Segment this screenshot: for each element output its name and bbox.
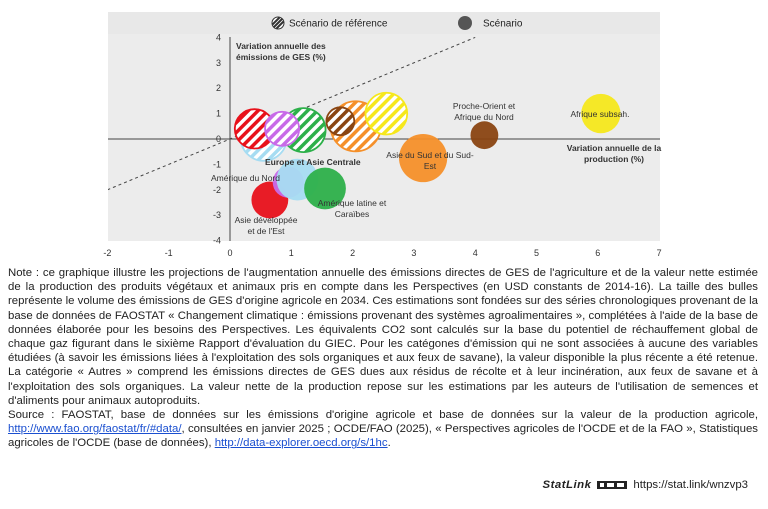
x-tick-label: 4 xyxy=(473,248,478,258)
statlink-brand: StatLink xyxy=(542,479,592,491)
chart-labels: -2 -1 0 1 2 3 4 5 6 7 4 3 2 1 0 -1 -2 -3 -4 Europe et Asie … xyxy=(103,32,661,258)
bubble-reference-afrique-subsah xyxy=(364,91,409,136)
y-tick-label: -1 xyxy=(213,159,221,169)
chart-svg: Scénario de référence Scénario -2 -1 0 1 2 3 4… xyxy=(103,12,662,258)
y-tick-label: 0 xyxy=(216,134,221,144)
y-tick-label: -4 xyxy=(213,236,221,246)
x-tick-label: 6 xyxy=(595,248,600,258)
bubble-reference-proche-orient-et-afrique-du-nord xyxy=(325,106,356,137)
y-tick-label: 2 xyxy=(216,83,221,93)
region-label-south_asia: Asie du Sud et du Sud-Est xyxy=(386,150,474,171)
region-label-north_america: Amérique du Nord xyxy=(211,173,280,183)
region-label-line: Amérique du Nord xyxy=(211,173,280,183)
region-label-line: Proche-Orient et xyxy=(453,101,516,111)
legend-swatch-hatch xyxy=(271,16,285,30)
statlink-url[interactable]: https://stat.link/wnzvp3 xyxy=(633,479,748,491)
bubble-scenario-amerique-latine-et-caraibes xyxy=(304,167,346,210)
y-tick-label: -3 xyxy=(213,210,221,220)
y-tick-label: 1 xyxy=(216,109,221,119)
oecd-link[interactable]: http://data-explorer.oecd.org/s/1hc xyxy=(214,437,388,450)
y-axis-title-line: émissions de GES (%) xyxy=(236,52,326,62)
legend-swatch-scenario xyxy=(458,16,472,30)
x-tick-label: 3 xyxy=(411,248,416,258)
source-part2: , consultées en janvier 2025 ; OCDE/FAO … xyxy=(8,423,758,450)
legend-item-scenario: Scénario xyxy=(458,16,523,30)
region-label-line: Caraïbes xyxy=(335,209,370,219)
region-label-line: Est xyxy=(424,161,437,171)
region-label-line: Afrique du Nord xyxy=(454,112,514,122)
x-axis-title-line: production (%) xyxy=(584,154,644,164)
region-label-middle_east: Proche-Orient et Afrique du Nord xyxy=(453,101,516,122)
x-tick-label: 7 xyxy=(657,248,662,258)
region-label-line: Asie développée xyxy=(235,215,298,225)
y-tick-label: 3 xyxy=(216,58,221,68)
region-label-line: Asie du Sud et du Sud- xyxy=(386,150,474,160)
bubble-scenario-asie-du-sud-et-du-sud-est xyxy=(398,133,448,183)
y-tick-label: 4 xyxy=(216,32,221,42)
bubble-scenario-afrique-subsah xyxy=(581,93,621,134)
x-tick-label: 2 xyxy=(350,248,355,258)
fao-link[interactable]: http://www.fao.org/faostat/fr/#data/ xyxy=(8,423,182,436)
y-tick-label: -2 xyxy=(213,185,221,195)
legend-label-reference: Scénario de référence xyxy=(289,19,388,30)
source-part1: Source : FAOSTAT, base de données sur le… xyxy=(8,409,758,422)
region-label-africa: Afrique subsah. xyxy=(570,109,629,119)
region-label-line: Afrique subsah. xyxy=(570,109,629,119)
note-text: Note : ce graphique illustre les project… xyxy=(8,267,758,407)
x-axis-title: Variation annuelle de la production (%) xyxy=(567,143,662,164)
statlink-logo-icon xyxy=(597,481,628,489)
x-axis-title-line: Variation annuelle de la xyxy=(567,143,662,153)
y-axis-title: Variation annuelle des émissions de GES (… xyxy=(236,41,326,62)
region-label-latin_america: Amérique latine et Caraïbes xyxy=(318,198,387,219)
x-tick-label: 0 xyxy=(227,248,232,258)
bubble-reference-amerique-du-nord xyxy=(264,110,301,147)
legend-item-reference: Scénario de référence xyxy=(271,16,388,30)
x-tick-label: 1 xyxy=(289,248,294,258)
x-tick-label: -2 xyxy=(103,248,111,258)
bubble-scenario-proche-orient-et-afrique-du-nord xyxy=(470,121,499,150)
legend-background xyxy=(108,12,660,34)
legend: Scénario de référence Scénario xyxy=(271,16,523,30)
region-label-line: Amérique latine et xyxy=(318,198,387,208)
chart-marks xyxy=(108,36,621,219)
legend-label-scenario: Scénario xyxy=(483,19,523,30)
region-label-line: Europe et Asie Centrale xyxy=(265,157,361,167)
region-label-europe: Europe et Asie Centrale xyxy=(265,157,361,167)
x-tick-label: 5 xyxy=(534,248,539,258)
region-label-line: et de l'Est xyxy=(247,226,285,236)
chart-panel: Scénario de référence Scénario -2 -1 0 1 2 3 4… xyxy=(103,12,662,258)
plot-background xyxy=(108,34,660,241)
region-label-east_asia: Asie développée et de l'Est xyxy=(235,215,298,236)
statlink: StatLink https://stat.link/wnzvp3 xyxy=(542,479,748,491)
x-tick-label: -1 xyxy=(165,248,173,258)
y-axis-title-line: Variation annuelle des xyxy=(236,41,326,51)
source-text: Source : FAOSTAT, base de données sur le… xyxy=(8,408,758,451)
note-block: Note : ce graphique illustre les project… xyxy=(8,266,758,451)
source-part3: . xyxy=(387,437,391,450)
